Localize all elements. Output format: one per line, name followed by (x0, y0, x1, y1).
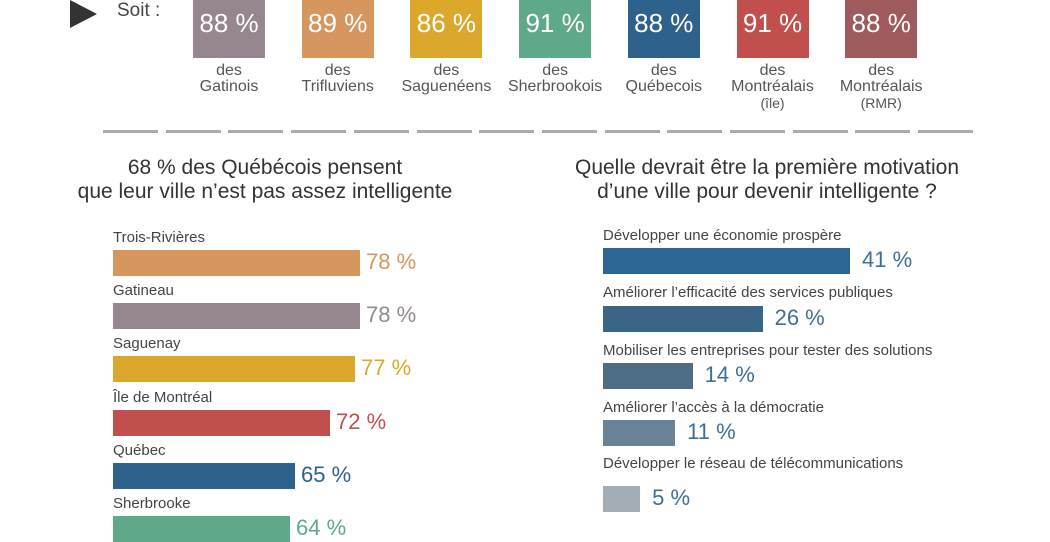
percent-box: 91 % (736, 0, 809, 58)
bar (113, 356, 355, 383)
dash-segment (918, 130, 974, 133)
box-label-line: des (216, 62, 242, 79)
box-label-line: Montréalais (839, 78, 923, 95)
bar-label: Développer le réseau de télécommunicatio… (603, 455, 904, 472)
bar-label: Mobiliser les entreprises pour tester de… (603, 342, 933, 359)
dash-segment (604, 130, 660, 133)
box-label-line: (RMR) (860, 95, 902, 111)
box-label: des Trifluviens (283, 63, 393, 95)
percent-box: 89 % (301, 0, 374, 58)
box-label: des Montréalais (île) (718, 62, 828, 112)
dash-segment (291, 130, 347, 133)
bar-value: 65 % (301, 461, 352, 487)
box-label-line: (île) (760, 95, 785, 111)
bar (113, 462, 295, 489)
box-label-line: Gatinois (199, 78, 259, 95)
bar-label: Saguenay (113, 335, 181, 353)
right-title-line1: Quelle devrait être la première motivati… (574, 156, 959, 179)
bar-value: 5 % (652, 485, 691, 510)
box-label-line: des (759, 62, 786, 79)
box-label-line: Sherbrookois (507, 78, 603, 95)
box-label-line: des (433, 62, 460, 79)
dash-segment (416, 130, 472, 133)
bar (603, 486, 641, 512)
percent-box: 86 % (410, 0, 483, 58)
box-label: des Gatinois (174, 63, 284, 95)
bar (113, 409, 330, 436)
bar-value: 14 % (704, 362, 755, 387)
box-label-line: Montréalais (731, 78, 814, 95)
left-chart-title: 68 % des Québécois pensent que leur vill… (40, 156, 490, 204)
intro-label: Soit : (117, 0, 161, 21)
bar-value: 78 % (366, 302, 417, 328)
dash-segment (103, 130, 158, 133)
box-label: des Québecois (609, 63, 719, 95)
box-label-line: des (324, 62, 351, 79)
percent-box: 91 % (519, 0, 592, 58)
bar (603, 363, 693, 389)
bar-value: 72 % (336, 408, 387, 434)
bar-label: Améliorer l’efficacité des services publ… (603, 284, 893, 301)
bar-label: Sherbrooke (113, 495, 191, 512)
bar-label: Développer une économie prospère (603, 227, 842, 244)
box-label-line: Saguenéens (401, 78, 492, 95)
bar (603, 248, 851, 274)
bar-value: 77 % (361, 355, 412, 381)
dash-segment (541, 130, 597, 133)
bar-label: Québec (113, 441, 166, 459)
dash-segment (667, 130, 723, 133)
dash-segment (730, 130, 785, 133)
box-label-line: Québecois (625, 78, 703, 95)
dash-segment (792, 130, 848, 133)
bar (113, 516, 290, 542)
box-label-line: des (542, 62, 568, 79)
bar-label: Trois-Rivières (113, 229, 205, 246)
bar (603, 420, 676, 446)
dash-segment (353, 130, 409, 133)
bar-value: 78 % (366, 249, 417, 274)
percent-box: 88 % (193, 0, 265, 58)
right-title-line2: d’une ville pour devenir intelligente ? (597, 180, 937, 203)
bar-value: 26 % (774, 305, 825, 330)
percent-box: 88 % (627, 0, 700, 58)
right-chart-title: Quelle devrait être la première motivati… (527, 156, 1007, 204)
box-label: des Montréalais (RMR) (826, 62, 936, 112)
play-triangle-icon (70, 0, 97, 28)
dash-segment (479, 130, 535, 133)
bar (113, 303, 360, 330)
bar (113, 250, 360, 276)
box-label-line: des (650, 62, 677, 79)
left-title-line2: que leur ville n’est pas assez intellige… (77, 180, 453, 203)
box-label-line: Trifluviens (301, 78, 374, 95)
percent-box: 88 % (845, 0, 918, 58)
bar-value: 41 % (862, 247, 913, 272)
bar-label: Gatineau (113, 282, 174, 300)
dash-segment (228, 130, 284, 133)
box-label: des Saguenéens (391, 63, 501, 95)
box-label-line: des (868, 62, 895, 79)
bar-value: 64 % (296, 515, 347, 540)
dash-segment (855, 130, 911, 133)
bar (603, 306, 763, 332)
bar-label: Île de Montréal (113, 388, 213, 406)
bar-value: 11 % (687, 419, 736, 444)
left-title-line1: 68 % des Québécois pensent (127, 156, 403, 179)
dash-segment (165, 130, 221, 133)
box-label: des Sherbrookois (500, 63, 610, 95)
bar-label: Améliorer l’accès à la démocratie (603, 399, 824, 416)
